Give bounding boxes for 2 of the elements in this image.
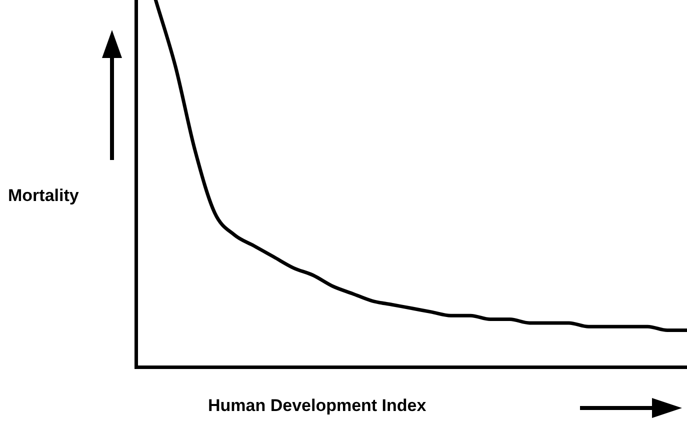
y-axis-title: Mortality <box>8 186 79 206</box>
x-axis-title: Human Development Index <box>208 396 426 416</box>
